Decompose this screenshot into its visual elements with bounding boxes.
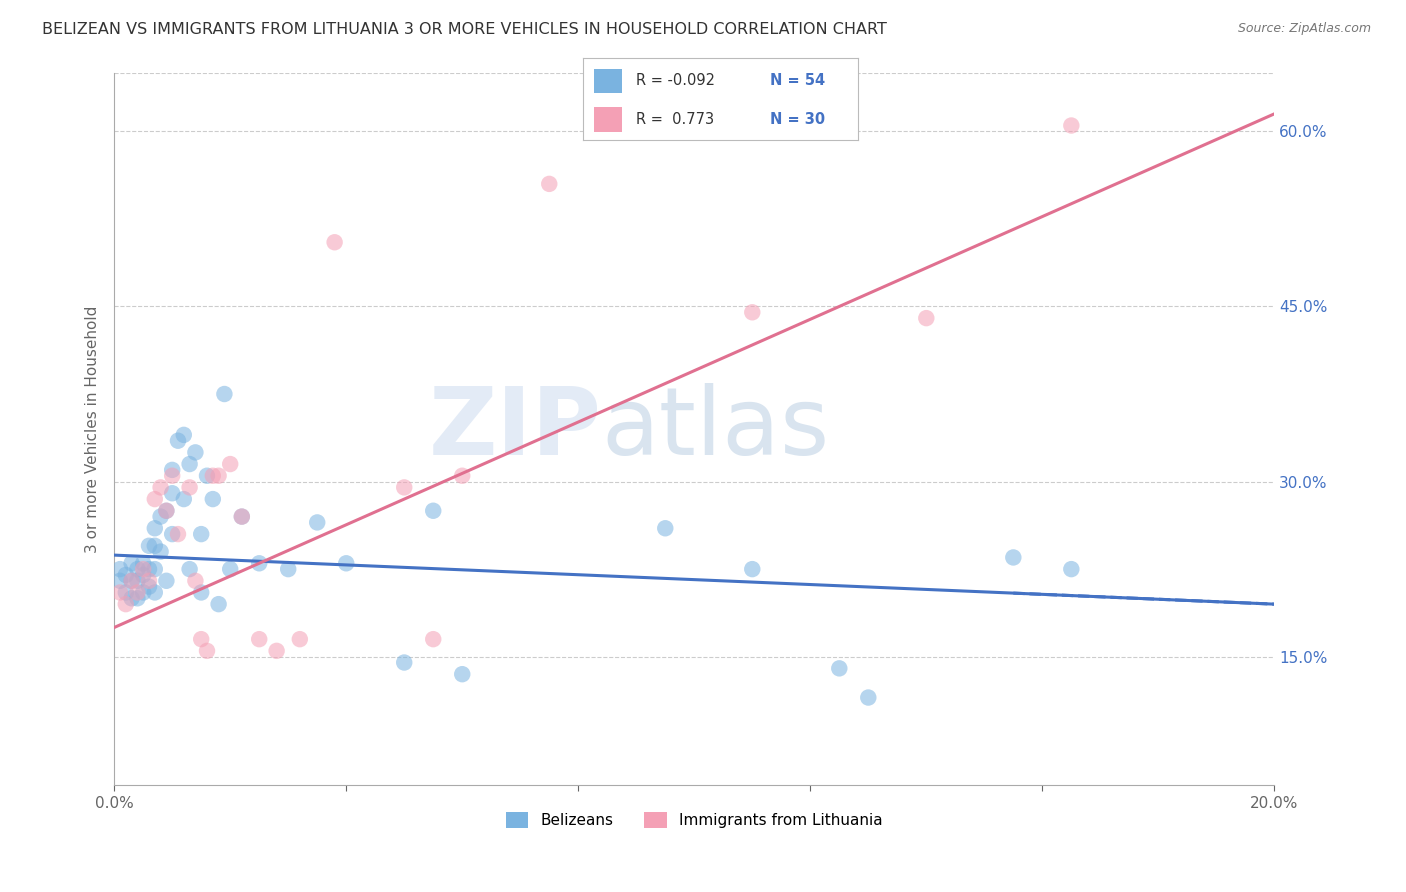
Point (828, 661, 851, 675)
Point (132, 585, 155, 599)
Point (1060, 119, 1083, 133)
Point (155, 574, 177, 588)
Point (108, 585, 131, 599)
Point (190, 632, 212, 647)
Point (741, 305, 763, 319)
Point (143, 562, 166, 576)
Point (422, 504, 444, 518)
Point (138, 580, 160, 594)
Point (160, 468, 183, 483)
Point (231, 509, 253, 524)
Point (231, 509, 253, 524)
Point (160, 486, 183, 500)
Point (167, 527, 190, 541)
Point (247, 632, 270, 647)
FancyBboxPatch shape (595, 107, 621, 132)
Point (307, 516, 329, 530)
Point (288, 632, 311, 647)
Point (108, 574, 131, 588)
Point (132, 562, 155, 576)
Point (121, 556, 143, 570)
Point (127, 562, 149, 576)
Point (201, 492, 224, 507)
Point (219, 457, 242, 471)
Point (219, 562, 242, 576)
Point (451, 468, 474, 483)
Point (160, 527, 183, 541)
Point (149, 544, 172, 558)
Point (654, 521, 676, 535)
Point (201, 468, 224, 483)
Point (173, 428, 195, 442)
Point (195, 468, 218, 483)
Point (167, 434, 190, 448)
Point (915, 311, 938, 326)
Point (190, 585, 212, 599)
Text: Source: ZipAtlas.com: Source: ZipAtlas.com (1237, 22, 1371, 36)
Point (143, 539, 166, 553)
FancyBboxPatch shape (595, 69, 621, 94)
Text: BELIZEAN VS IMMIGRANTS FROM LITHUANIA 3 OR MORE VEHICLES IN HOUSEHOLD CORRELATIO: BELIZEAN VS IMMIGRANTS FROM LITHUANIA 3 … (42, 22, 887, 37)
Point (195, 644, 218, 658)
Point (160, 463, 183, 477)
Point (179, 480, 201, 494)
Point (143, 585, 166, 599)
Point (127, 585, 149, 599)
Text: R =  0.773: R = 0.773 (636, 112, 714, 127)
Point (394, 480, 416, 494)
Point (127, 574, 149, 588)
Point (538, 177, 561, 191)
Point (149, 509, 172, 524)
Point (138, 539, 160, 553)
Point (858, 690, 880, 705)
Point (179, 457, 201, 471)
Text: N = 30: N = 30 (770, 112, 825, 127)
Point (173, 492, 195, 507)
Point (114, 585, 136, 599)
Point (143, 521, 166, 535)
Point (121, 574, 143, 588)
Point (149, 480, 172, 494)
Point (155, 504, 177, 518)
Point (335, 556, 357, 570)
Text: N = 54: N = 54 (770, 73, 825, 88)
Point (207, 597, 229, 611)
Point (422, 632, 444, 647)
Text: ZIP: ZIP (429, 383, 602, 475)
Point (184, 445, 207, 459)
Point (741, 562, 763, 576)
Point (207, 468, 229, 483)
Point (247, 556, 270, 570)
Point (179, 562, 201, 576)
Point (138, 562, 160, 576)
Point (138, 574, 160, 588)
Point (132, 568, 155, 582)
Point (277, 562, 299, 576)
Point (190, 527, 212, 541)
Point (1060, 562, 1083, 576)
Point (108, 562, 131, 576)
Point (155, 504, 177, 518)
Point (184, 574, 207, 588)
Point (214, 387, 236, 401)
Point (1002, 550, 1025, 565)
Point (266, 644, 288, 658)
Point (114, 568, 136, 582)
Point (127, 591, 149, 606)
Point (451, 667, 474, 681)
Point (323, 235, 346, 250)
Point (143, 492, 166, 507)
Point (121, 591, 143, 606)
Point (132, 556, 155, 570)
Text: R = -0.092: R = -0.092 (636, 73, 714, 88)
Point (114, 597, 136, 611)
Legend: Belizeans, Immigrants from Lithuania: Belizeans, Immigrants from Lithuania (499, 806, 889, 834)
Point (394, 656, 416, 670)
Text: atlas: atlas (602, 383, 830, 475)
Y-axis label: 3 or more Vehicles in Household: 3 or more Vehicles in Household (86, 305, 100, 553)
Point (121, 574, 143, 588)
